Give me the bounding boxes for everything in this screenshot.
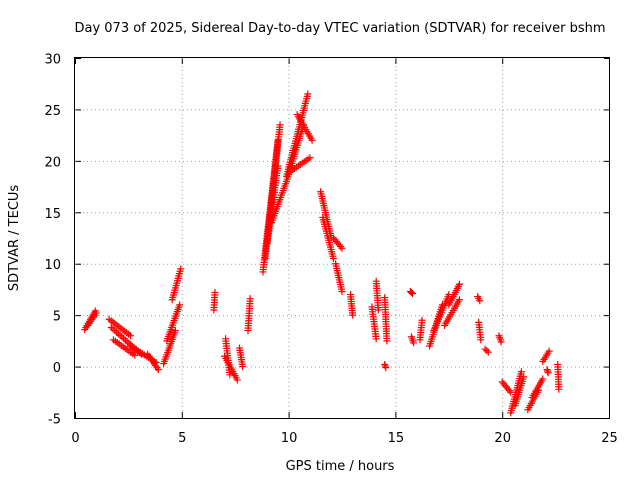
data-point — [246, 295, 254, 303]
data-point — [476, 297, 484, 305]
x-axis-label: GPS time / hours — [286, 459, 395, 474]
data-point — [233, 376, 241, 384]
data-point — [121, 336, 129, 344]
data-point — [520, 373, 528, 381]
data-point — [484, 348, 492, 356]
y-tick-label: -5 — [48, 413, 61, 428]
data-point — [372, 335, 380, 343]
data-point — [555, 385, 563, 393]
data-point — [306, 154, 314, 162]
data-point — [329, 255, 337, 263]
data-point — [517, 368, 525, 376]
y-tick-label: 10 — [44, 258, 61, 273]
data-point — [349, 311, 357, 319]
data-point — [477, 336, 485, 344]
y-tick-label: 25 — [44, 104, 61, 119]
data-point — [337, 243, 345, 251]
y-tick-label: 5 — [53, 310, 61, 325]
y-tick-label: 20 — [44, 155, 61, 170]
data-point — [383, 337, 391, 345]
data-point — [176, 301, 184, 309]
data-point — [131, 351, 139, 359]
data-point — [539, 375, 547, 383]
data-point — [123, 338, 131, 346]
data-point — [481, 345, 489, 353]
data-point — [304, 90, 312, 98]
data-point — [211, 289, 219, 297]
data-point — [408, 290, 416, 298]
axis-ticks — [75, 58, 610, 419]
data-point — [407, 289, 415, 297]
y-tick-label: 0 — [53, 361, 61, 376]
data-point — [455, 296, 463, 304]
data-point — [505, 387, 513, 395]
y-axis-label: SDTVAR / TECUs — [7, 185, 22, 292]
data-point — [171, 327, 179, 335]
data-point — [545, 347, 553, 355]
x-tick-labels: 0 5 10 15 20 25 — [71, 431, 617, 446]
x-tick-label: 5 — [178, 431, 186, 446]
x-tick-label: 15 — [388, 431, 405, 446]
data-point — [92, 309, 100, 317]
data-point — [177, 265, 185, 273]
data-point — [338, 287, 346, 295]
data-point — [239, 363, 247, 371]
data-point — [497, 338, 505, 346]
x-tick-label: 10 — [281, 431, 298, 446]
y-tick-label: 15 — [44, 207, 61, 222]
data-point — [544, 369, 552, 377]
data-point — [338, 244, 346, 252]
y-tick-labels: -5 0 5 10 15 20 25 30 — [44, 53, 61, 428]
data-point — [410, 339, 418, 347]
chart-title: Day 073 of 2025, Sidereal Day-to-day VTE… — [74, 21, 605, 36]
data-point — [483, 347, 491, 355]
plot-frame — [74, 57, 610, 419]
data-point — [374, 306, 382, 314]
data-point — [308, 136, 316, 144]
data-point — [154, 366, 162, 374]
data-point — [382, 364, 390, 372]
data-point — [418, 316, 426, 324]
data-point — [274, 162, 282, 170]
data-point — [455, 280, 463, 288]
x-tick-label: 25 — [601, 431, 618, 446]
grid-lines — [75, 58, 609, 418]
data-point — [276, 121, 284, 129]
y-tick-label: 30 — [44, 53, 61, 68]
data-points — [81, 90, 563, 417]
x-tick-label: 0 — [71, 431, 79, 446]
x-tick-label: 20 — [494, 431, 511, 446]
data-point — [127, 332, 135, 340]
